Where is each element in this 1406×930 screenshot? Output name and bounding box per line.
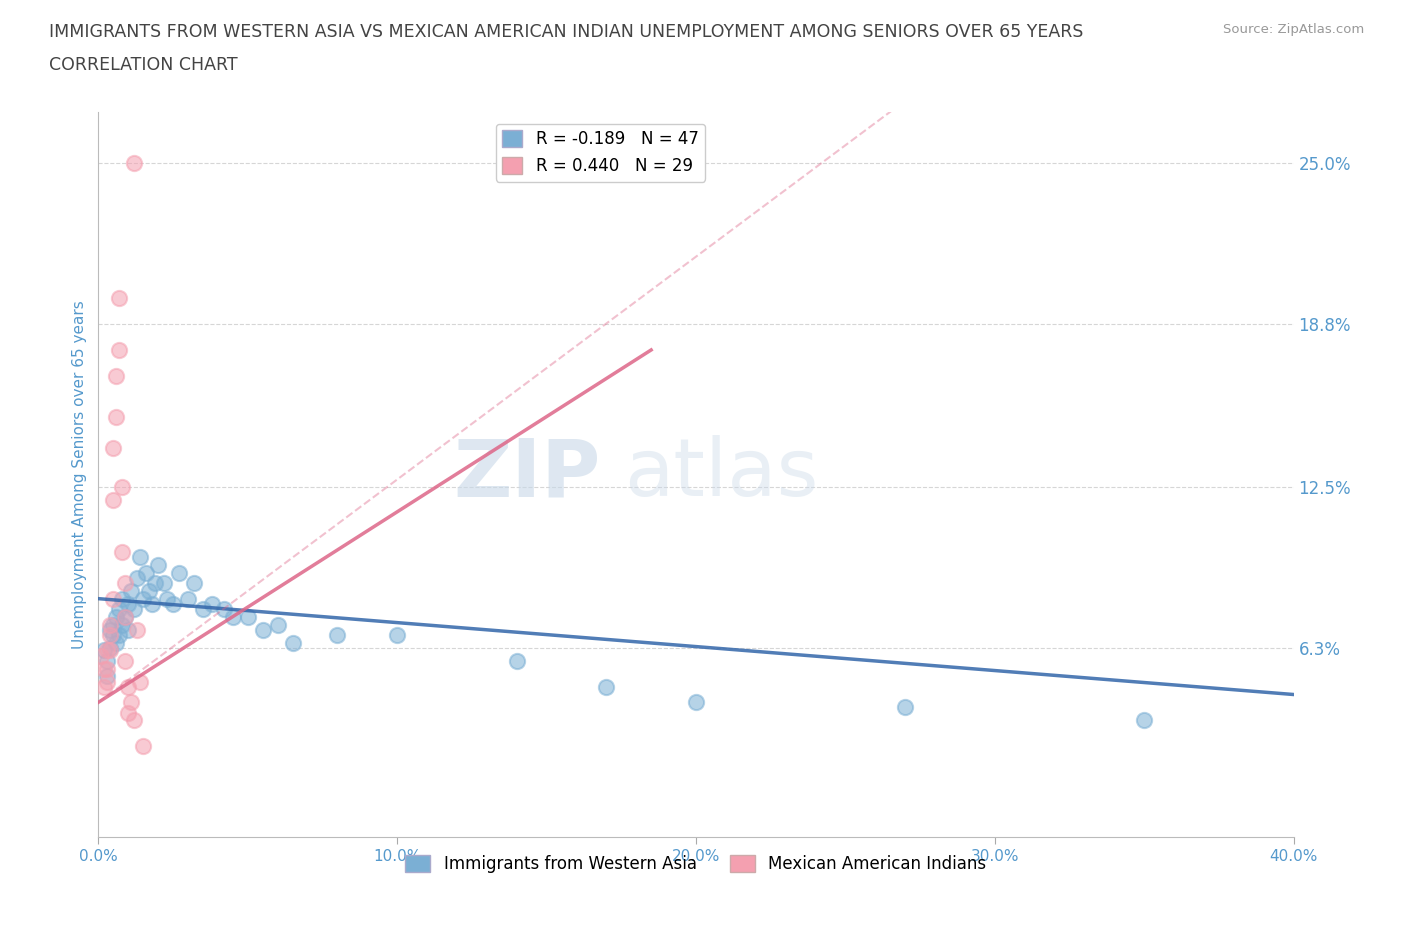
Text: IMMIGRANTS FROM WESTERN ASIA VS MEXICAN AMERICAN INDIAN UNEMPLOYMENT AMONG SENIO: IMMIGRANTS FROM WESTERN ASIA VS MEXICAN … [49,23,1084,41]
Point [105,368,128,383]
Point [105,410,128,425]
Point [98,628,122,643]
Point [183,576,205,591]
Point [124,156,146,171]
Text: ZIP: ZIP [453,435,600,513]
Point [96,654,118,669]
Point [96,643,118,658]
Point [114,609,136,624]
Point [117,705,139,720]
Point [111,618,134,632]
Point [103,628,125,643]
Point [114,609,136,624]
Point [93,679,115,694]
Point [281,635,304,650]
Point [114,576,136,591]
Text: CORRELATION CHART: CORRELATION CHART [49,56,238,73]
Point [98,641,122,656]
Point [212,602,235,617]
Point [252,622,274,637]
Point [127,622,149,637]
Point [132,738,155,753]
Text: atlas: atlas [624,435,818,513]
Point [143,576,166,591]
Point [124,713,146,728]
Point [105,635,128,650]
Point [506,654,529,669]
Point [595,679,617,694]
Point [98,618,122,632]
Point [1133,713,1156,728]
Point [120,583,142,598]
Point [385,628,409,643]
Point [177,591,200,606]
Point [148,558,170,573]
Point [93,643,115,658]
Point [141,596,163,611]
Point [167,565,190,580]
Point [129,674,152,689]
Point [103,493,125,508]
Point [156,591,179,606]
Point [129,550,152,565]
Point [153,576,176,591]
Point [127,570,149,585]
Point [108,628,131,643]
Point [96,669,118,684]
Point [117,622,139,637]
Y-axis label: Unemployment Among Seniors over 65 years: Unemployment Among Seniors over 65 years [72,300,87,649]
Point [685,695,707,710]
Point [326,628,349,643]
Point [96,674,118,689]
Point [124,602,146,617]
Point [98,643,122,658]
Point [117,679,139,694]
Point [103,591,125,606]
Point [108,602,131,617]
Legend: Immigrants from Western Asia, Mexican American Indians: Immigrants from Western Asia, Mexican Am… [399,848,993,880]
Point [108,291,131,306]
Point [894,700,917,715]
Point [120,695,142,710]
Point [96,661,118,676]
Point [111,480,134,495]
Point [135,565,157,580]
Point [222,609,245,624]
Point [138,583,160,598]
Point [201,596,224,611]
Point [103,441,125,456]
Point [111,545,134,560]
Point [117,596,139,611]
Point [132,591,155,606]
Point [108,342,131,357]
Point [111,591,134,606]
Point [93,661,115,676]
Point [114,654,136,669]
Point [98,622,122,637]
Point [90,648,112,663]
Point [267,618,290,632]
Point [105,609,128,624]
Point [236,609,259,624]
Point [103,618,125,632]
Point [162,596,184,611]
Point [191,602,214,617]
Text: Source: ZipAtlas.com: Source: ZipAtlas.com [1223,23,1364,36]
